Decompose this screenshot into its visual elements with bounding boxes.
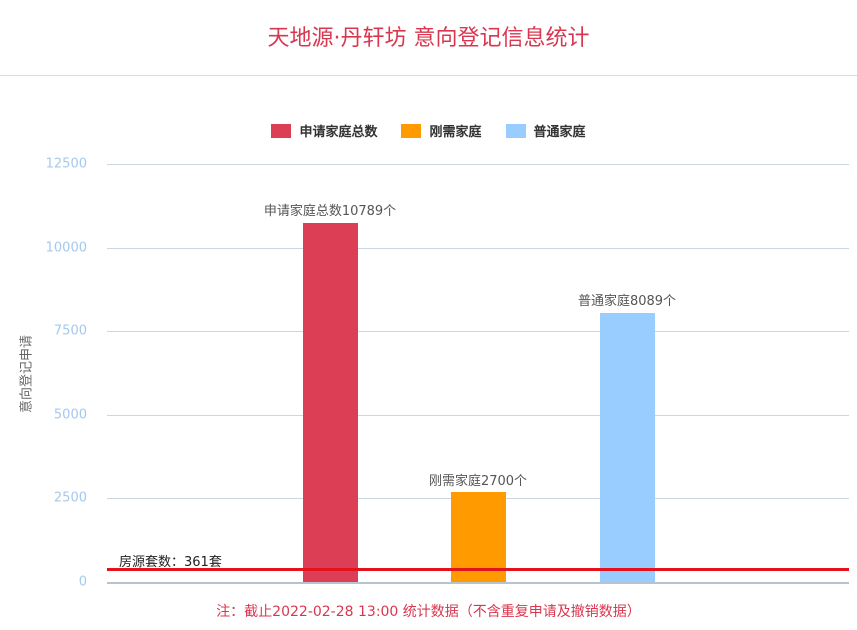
chart-title: 天地源·丹轩坊 意向登记信息统计: [267, 26, 590, 51]
legend-item-rigid-demand[interactable]: 刚需家庭: [401, 121, 482, 140]
legend-swatch-total: [271, 123, 292, 138]
housing-supply-line: [107, 568, 849, 571]
gridline: [107, 164, 849, 165]
legend-label: 刚需家庭: [429, 125, 482, 140]
bar-total[interactable]: [303, 223, 358, 582]
y-tick: 2500: [53, 490, 87, 506]
bar-label-ordinary: 普通家庭8089个: [577, 294, 677, 309]
gridline: [107, 248, 849, 249]
legend-item-ordinary[interactable]: 普通家庭: [505, 121, 586, 140]
title-divider: [0, 75, 857, 76]
bar-label-total: 申请家庭总数10789个: [263, 204, 397, 219]
y-tick: 0: [78, 574, 87, 590]
gridline: [107, 415, 849, 416]
y-tick: 7500: [53, 323, 87, 339]
legend-label: 普通家庭: [533, 125, 586, 140]
bar-label-rigid-demand: 刚需家庭2700个: [428, 474, 528, 489]
y-tick: 10000: [45, 240, 87, 256]
footnote: 注：截止2022-02-28 13:00 统计数据（不含重复申请及撤销数据）: [216, 604, 641, 620]
y-tick: 5000: [53, 407, 87, 423]
y-tick: 12500: [45, 156, 87, 172]
chart-legend: 申请家庭总数 刚需家庭 普通家庭: [0, 121, 857, 140]
legend-label: 申请家庭总数: [299, 125, 378, 140]
housing-supply-label: 房源套数：361套: [119, 555, 222, 570]
y-axis-label: 意向登记申请: [19, 334, 35, 414]
legend-item-total[interactable]: 申请家庭总数: [271, 121, 377, 140]
legend-swatch-rigid-demand: [401, 123, 422, 138]
x-axis-line: [107, 582, 849, 584]
bar-rigid-demand[interactable]: [451, 492, 506, 582]
bar-ordinary[interactable]: [600, 313, 655, 582]
gridline: [107, 331, 849, 332]
legend-swatch-ordinary: [505, 123, 526, 138]
